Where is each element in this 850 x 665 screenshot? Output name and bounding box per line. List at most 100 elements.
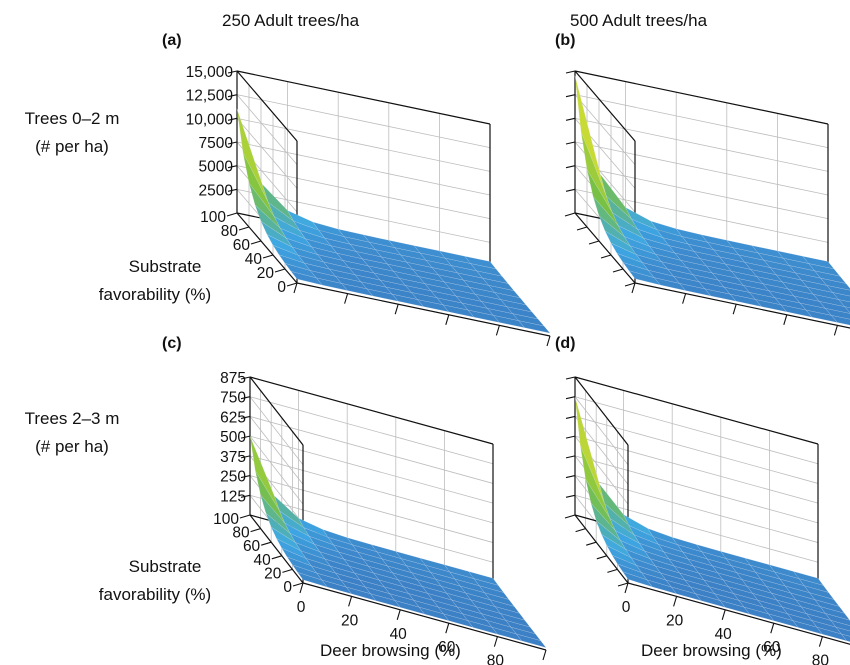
z-gridline-back-wall (574, 416, 819, 484)
deer-browsing-tick (770, 623, 775, 634)
z-tick-label: 10,000 (186, 111, 234, 128)
surface-facet (818, 301, 850, 314)
substrate-tick (286, 282, 298, 287)
row-label-top-line1: Trees 0–2 m (25, 109, 120, 128)
deer-browsing-tick (445, 623, 450, 634)
column-title-250: 250 Adult trees/ha (222, 11, 360, 30)
frame-edge (249, 376, 494, 445)
substrate-label-top-line2: favorability (%) (99, 285, 211, 304)
substrate-tick (600, 254, 612, 259)
surface-facet (838, 299, 850, 308)
deer-browsing-tick-label: 20 (666, 612, 684, 629)
substrate-tick (292, 582, 304, 587)
deer-browsing-tick-label: 0 (622, 599, 631, 616)
surface-facet (825, 613, 850, 626)
substrate-tick-label: 100 (213, 511, 239, 528)
substrate-tick-label: 100 (200, 209, 226, 226)
frame-edge (574, 70, 636, 142)
substrate-tick (261, 541, 272, 546)
deer-browsing-tick-label: 0 (297, 599, 306, 616)
z-tick (565, 94, 576, 98)
z-gridline-back-wall (236, 94, 491, 149)
z-tick-label: 750 (220, 390, 246, 407)
z-tick (240, 455, 251, 459)
substrate-tick-label: 60 (233, 237, 251, 254)
deer-browsing-axis-line (302, 582, 547, 651)
surface-facet (824, 308, 850, 320)
substrate-tick (588, 240, 600, 245)
deer-browsing-tick (445, 314, 450, 325)
substrate-label-top-line1: Substrate (129, 257, 202, 276)
surface-facet (518, 320, 551, 334)
substrate-tick-label: 20 (264, 565, 282, 582)
z-tick (565, 455, 576, 459)
z-gridline-back-wall (574, 94, 829, 149)
frame-edge (236, 70, 491, 125)
surface-facet (835, 626, 850, 637)
deer-browsing-axis-line (634, 282, 850, 329)
substrate-tick (624, 282, 636, 287)
deer-browsing-tick (344, 293, 349, 304)
substrate-label-bottom-line2: favorability (%) (99, 585, 211, 604)
deer-browsing-tick (396, 609, 401, 620)
z-tick (227, 70, 238, 74)
surface-facet (830, 315, 850, 326)
deer-browsing-tick-label: 60 (763, 639, 781, 656)
substrate-tick (250, 528, 261, 533)
z-tick-label: 875 (220, 370, 246, 387)
z-gridline-left-wall (249, 396, 304, 465)
panel-letter-d: (d) (555, 335, 575, 352)
row-label-bottom-line1: Trees 2–3 m (25, 409, 120, 428)
z-tick (565, 117, 576, 121)
substrate-axis-line (236, 212, 298, 284)
z-gridline-back-wall (574, 117, 829, 172)
deer-browsing-tick (299, 582, 304, 594)
z-tick (240, 415, 251, 419)
z-gridline-back-wall (574, 165, 829, 220)
panel-letter-c: (c) (162, 335, 182, 352)
substrate-tick-label: 0 (277, 279, 286, 296)
substrate-tick (239, 514, 251, 519)
surface-facet (820, 277, 850, 291)
substrate-tick (282, 568, 293, 573)
deer-browsing-tick-label: 40 (390, 626, 408, 643)
z-tick-label: 625 (220, 409, 246, 426)
frame-edge (236, 70, 298, 142)
deer-browsing-tick-label: 60 (438, 639, 456, 656)
z-tick (565, 435, 576, 439)
z-tick-label: 2500 (199, 182, 234, 199)
z-gridline-back-wall (574, 141, 829, 196)
panel-letter-a: (a) (162, 32, 182, 49)
z-tick (240, 435, 251, 439)
z-tick (565, 70, 576, 74)
surface-facet (830, 620, 850, 632)
z-tick (227, 165, 238, 169)
substrate-tick (617, 582, 629, 587)
substrate-tick (271, 555, 282, 560)
z-gridline-left-wall (236, 118, 298, 189)
column-title-500: 500 Adult trees/ha (570, 11, 708, 30)
substrate-tick (586, 541, 597, 546)
z-tick (227, 94, 238, 98)
substrate-tick (274, 268, 286, 273)
substrate-tick (564, 514, 576, 519)
deer-browsing-tick-label: 20 (341, 612, 359, 629)
z-gridline-back-wall (236, 188, 491, 243)
z-tick (565, 494, 576, 498)
deer-browsing-label-left: Deer browsing (%) (320, 641, 461, 660)
panel-a: 2500 5000 7500 10,000 12,500 15,000 0204060801… (162, 32, 551, 347)
deer-browsing-label-right: Deer browsing (%) (641, 641, 782, 660)
panel-b: (b) (555, 32, 850, 336)
deer-browsing-tick (732, 304, 737, 315)
z-gridline-back-wall (574, 455, 819, 524)
deer-browsing-tick (495, 325, 500, 336)
substrate-tick (262, 254, 274, 259)
substrate-tick (575, 528, 586, 533)
z-tick-label: 250 (220, 469, 246, 486)
z-tick (565, 141, 576, 145)
deer-browsing-axis-line (296, 282, 551, 337)
z-tick (240, 396, 251, 400)
frame-edge (574, 70, 829, 125)
